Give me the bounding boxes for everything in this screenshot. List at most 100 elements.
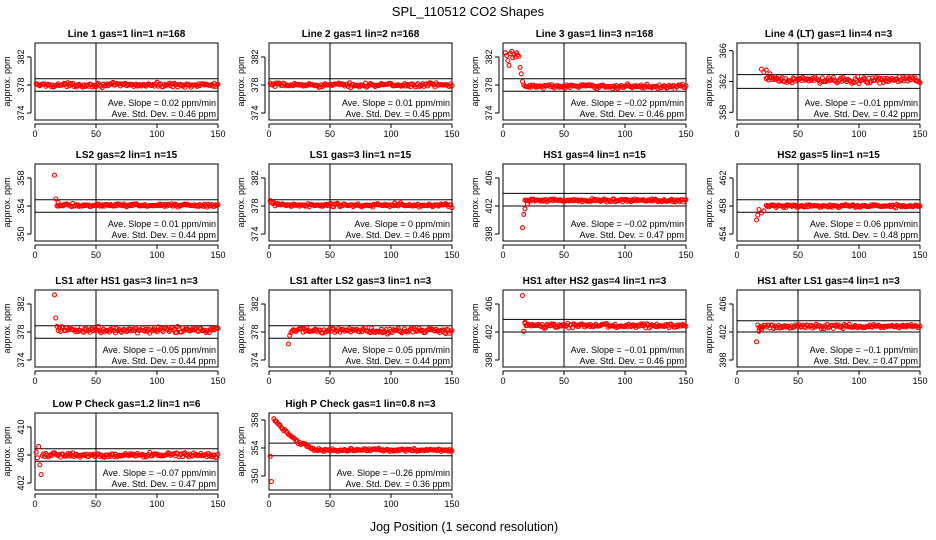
data-point bbox=[755, 212, 761, 218]
y-axis-label: approx. ppm bbox=[236, 303, 246, 353]
y-tick-label: 378 bbox=[484, 77, 494, 92]
plot-frame bbox=[502, 42, 687, 121]
std-dev-annotation: Ave. Std. Dev. = 0.44 ppm bbox=[112, 230, 216, 240]
x-tick-label: 50 bbox=[793, 376, 803, 386]
data-point bbox=[517, 64, 523, 71]
data-points bbox=[33, 79, 221, 91]
slope-annotation: Ave. Slope = −0.07 ppm/min bbox=[103, 468, 216, 478]
x-tick-label: 0 bbox=[32, 250, 37, 260]
data-point bbox=[368, 325, 375, 331]
data-point bbox=[519, 225, 526, 231]
data-point bbox=[522, 206, 528, 212]
panel-title: HS1 gas=4 lin=1 n=15 bbox=[543, 150, 646, 161]
x-tick-label: 0 bbox=[266, 129, 271, 139]
x-tick-label: 100 bbox=[149, 499, 164, 509]
data-point bbox=[668, 84, 674, 90]
y-tick-label: 350 bbox=[16, 226, 26, 241]
panel-13: Low P Check gas=1.2 lin=1 n=6 0 50 100 150 40… bbox=[2, 399, 226, 509]
data-point bbox=[917, 323, 923, 329]
data-point bbox=[205, 450, 211, 456]
std-dev-annotation: Ave. Std. Dev. = 0.46 ppm bbox=[112, 109, 216, 119]
data-point bbox=[846, 321, 852, 327]
panel-12: HS1 after LS1 gas=4 lin=1 n=3 0 50 100 150 39… bbox=[704, 276, 928, 386]
slope-annotation: Ave. Slope = 0.05 ppm/min bbox=[342, 345, 450, 355]
data-points bbox=[33, 444, 221, 478]
x-tick-label: 150 bbox=[678, 250, 693, 260]
data-points bbox=[267, 80, 455, 91]
data-point bbox=[682, 322, 688, 328]
x-tick-label: 50 bbox=[325, 499, 335, 509]
page-title: SPL_110512 CO2 Shapes bbox=[392, 4, 545, 19]
x-tick-label: 150 bbox=[678, 129, 693, 139]
y-axis: 398 402 406 bbox=[484, 296, 500, 368]
slope-annotation: Ave. Slope = −0.01 ppm/min bbox=[571, 345, 684, 355]
data-point bbox=[326, 328, 332, 334]
x-tick-label: 50 bbox=[91, 499, 101, 509]
y-tick-label: 378 bbox=[250, 77, 260, 92]
y-tick-label: 462 bbox=[718, 170, 728, 185]
y-tick-label: 350 bbox=[250, 468, 260, 483]
y-tick-label: 374 bbox=[250, 352, 260, 367]
data-point bbox=[34, 455, 40, 461]
data-point bbox=[53, 196, 59, 202]
panel-6: LS1 gas=3 lin=1 n=15 0 50 100 150 374 378 382 ap… bbox=[236, 150, 460, 260]
data-point bbox=[95, 323, 101, 330]
slope-annotation: Ave. Slope = −0.02 ppm/min bbox=[571, 219, 684, 229]
data-point bbox=[139, 451, 145, 457]
y-axis-label: approx. ppm bbox=[470, 303, 480, 353]
data-point bbox=[395, 325, 401, 332]
data-point bbox=[610, 86, 616, 92]
panel-title: LS1 after LS2 gas=3 lin=1 n=3 bbox=[290, 276, 432, 287]
y-tick-label: 398 bbox=[484, 352, 494, 367]
x-tick-label: 50 bbox=[325, 250, 335, 260]
x-tick-label: 100 bbox=[149, 129, 164, 139]
panel-title: Line 2 gas=1 lin=2 n=168 bbox=[302, 29, 420, 40]
x-tick-label: 100 bbox=[617, 129, 632, 139]
x-tick-label: 50 bbox=[559, 250, 569, 260]
data-points bbox=[758, 66, 923, 87]
data-point bbox=[33, 449, 39, 455]
y-axis-label: approx. ppm bbox=[2, 56, 12, 106]
data-point bbox=[753, 217, 760, 223]
data-point bbox=[917, 80, 923, 86]
data-point bbox=[67, 80, 73, 86]
data-point bbox=[539, 322, 545, 328]
data-point bbox=[816, 77, 822, 83]
data-point bbox=[758, 66, 764, 72]
data-point bbox=[448, 202, 454, 208]
x-tick-label: 50 bbox=[91, 250, 101, 260]
data-point bbox=[214, 454, 220, 460]
std-dev-annotation: Ave. Std. Dev. = 0.48 ppm bbox=[814, 230, 918, 240]
std-dev-annotation: Ave. Std. Dev. = 0.36 ppm bbox=[346, 479, 450, 489]
x-tick-label: 150 bbox=[444, 376, 459, 386]
data-point bbox=[761, 208, 767, 214]
data-points bbox=[519, 293, 689, 334]
data-point bbox=[753, 339, 760, 345]
y-axis-label: approx. ppm bbox=[704, 177, 714, 227]
y-tick-label: 378 bbox=[250, 198, 260, 213]
x-axis: 0 50 100 150 bbox=[32, 123, 226, 139]
y-axis: 402 406 410 bbox=[16, 419, 32, 491]
x-axis: 0 50 100 150 bbox=[734, 244, 928, 260]
x-tick-label: 100 bbox=[851, 376, 866, 386]
panel-title: Line 1 gas=1 lin=1 n=168 bbox=[68, 29, 186, 40]
data-point bbox=[215, 81, 221, 87]
y-axis: 374 378 382 bbox=[250, 296, 266, 368]
data-point bbox=[516, 53, 522, 59]
panel-7: HS1 gas=4 lin=1 n=15 0 50 100 150 398 402 406 ap… bbox=[470, 150, 694, 260]
std-dev-annotation: Ave. Std. Dev. = 0.47 ppm bbox=[814, 356, 918, 366]
data-point bbox=[73, 451, 80, 458]
data-point bbox=[268, 479, 274, 485]
panel-title: LS1 after HS1 gas=3 lin=1 n=3 bbox=[55, 276, 198, 287]
y-tick-label: 374 bbox=[250, 226, 260, 241]
data-point bbox=[60, 81, 66, 87]
std-dev-annotation: Ave. Std. Dev. = 0.46 ppm bbox=[580, 109, 684, 119]
y-tick-label: 402 bbox=[484, 324, 494, 339]
y-tick-label: 406 bbox=[484, 170, 494, 185]
x-tick-label: 150 bbox=[210, 376, 225, 386]
x-tick-label: 0 bbox=[734, 250, 739, 260]
x-tick-label: 50 bbox=[793, 250, 803, 260]
panel-title: Line 3 gas=1 lin=3 n=168 bbox=[536, 29, 654, 40]
panel-9: LS1 after HS1 gas=3 lin=1 n=3 0 50 100 150 37… bbox=[2, 276, 226, 386]
